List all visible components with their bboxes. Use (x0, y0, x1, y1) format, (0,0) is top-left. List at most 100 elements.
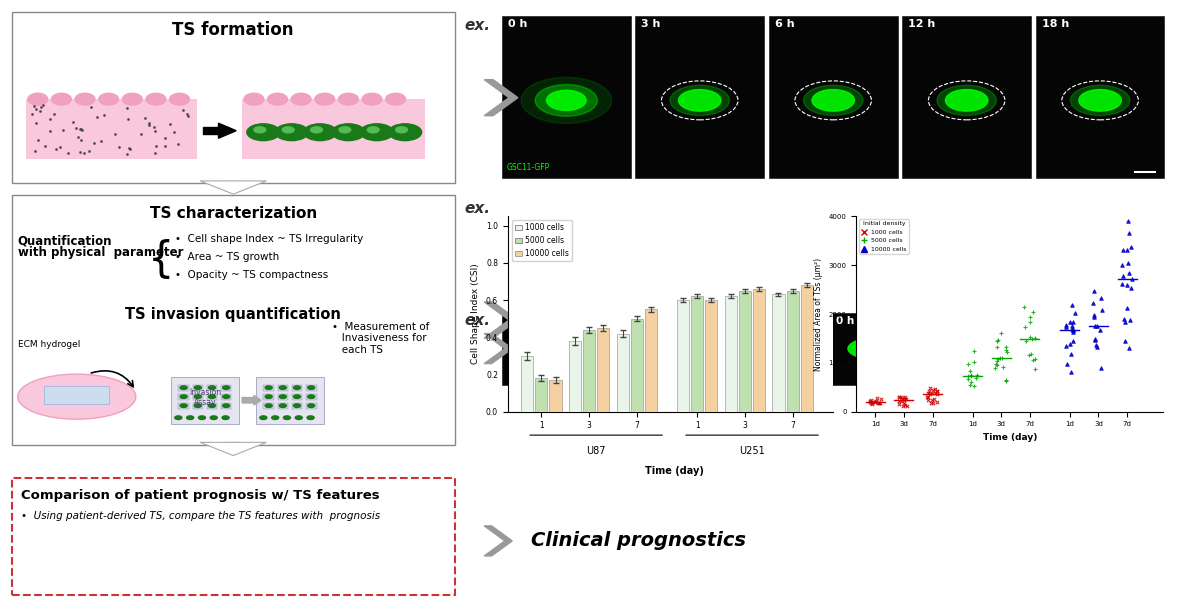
Text: •  Cell shape Index ~ TS Irregularity: • Cell shape Index ~ TS Irregularity (175, 234, 363, 245)
Point (1019, 350, 1038, 359)
Ellipse shape (243, 93, 265, 106)
Ellipse shape (169, 93, 190, 106)
Circle shape (266, 386, 273, 389)
Point (1062, 367, 1081, 377)
Point (997, 342, 1016, 352)
Polygon shape (201, 181, 266, 194)
Point (1064, 325, 1083, 335)
Bar (830, 313, 919, 385)
Point (895, 398, 914, 407)
Bar (12, 195, 455, 445)
Polygon shape (484, 334, 513, 364)
Circle shape (209, 395, 216, 398)
Text: {: { (148, 239, 174, 281)
Point (896, 392, 915, 402)
Point (988, 355, 1007, 364)
Bar (207, 385, 217, 391)
Bar (178, 394, 189, 400)
Circle shape (307, 395, 314, 398)
Bar (502, 313, 673, 385)
Ellipse shape (847, 337, 902, 360)
Text: 3 h: 3 h (641, 19, 660, 29)
Point (987, 343, 1006, 352)
Circle shape (180, 404, 188, 407)
Text: ECM hydrogel: ECM hydrogel (18, 340, 80, 349)
Circle shape (670, 85, 730, 115)
Bar (769, 16, 898, 178)
Bar (203, 127, 218, 134)
Point (1063, 300, 1082, 310)
Point (925, 384, 944, 394)
Ellipse shape (570, 360, 605, 367)
Point (1118, 216, 1137, 226)
Circle shape (260, 416, 267, 419)
Text: 48 h: 48 h (1020, 316, 1046, 326)
Circle shape (293, 386, 300, 389)
Ellipse shape (338, 93, 359, 106)
Point (866, 398, 885, 407)
Text: TS invasion quantification: TS invasion quantification (125, 307, 341, 322)
Ellipse shape (361, 93, 383, 106)
Ellipse shape (27, 93, 48, 106)
Bar (635, 16, 764, 178)
Ellipse shape (552, 325, 624, 332)
Text: TS characterization: TS characterization (150, 206, 317, 221)
Point (1092, 305, 1111, 314)
Point (1020, 318, 1039, 328)
Circle shape (209, 386, 216, 389)
Point (1063, 325, 1082, 334)
Circle shape (311, 127, 322, 133)
Circle shape (293, 404, 300, 407)
Point (1026, 334, 1045, 343)
Ellipse shape (696, 323, 770, 374)
Point (889, 400, 908, 409)
Point (924, 385, 942, 395)
Point (866, 397, 885, 407)
Point (889, 392, 908, 402)
Point (862, 397, 881, 407)
Point (1085, 334, 1104, 344)
Point (993, 362, 1012, 372)
Circle shape (946, 90, 987, 111)
Circle shape (293, 395, 300, 398)
Circle shape (275, 124, 308, 141)
Bar (306, 403, 317, 409)
Point (1122, 274, 1141, 284)
Circle shape (307, 386, 314, 389)
Text: Invasion
Assay: Invasion Assay (189, 388, 221, 407)
Text: U87: U87 (586, 446, 606, 456)
Circle shape (194, 395, 202, 398)
Circle shape (396, 127, 407, 133)
Point (987, 356, 1006, 365)
Text: top: top (726, 372, 739, 381)
Bar (787, 291, 798, 412)
Ellipse shape (573, 365, 602, 372)
Bar (306, 394, 317, 400)
Point (1088, 343, 1107, 352)
Point (922, 395, 941, 404)
Point (1115, 314, 1134, 323)
Text: Clinical prognostics: Clinical prognostics (531, 531, 746, 551)
Text: 200μm: 200μm (1078, 382, 1095, 387)
Circle shape (187, 416, 194, 419)
Point (1016, 336, 1035, 346)
Point (1057, 322, 1076, 332)
Point (919, 395, 938, 405)
Point (1117, 280, 1136, 290)
Point (1023, 334, 1042, 344)
Bar (292, 394, 302, 400)
Circle shape (521, 78, 612, 123)
Ellipse shape (555, 330, 620, 337)
Point (997, 345, 1016, 355)
Point (1087, 340, 1105, 350)
Circle shape (367, 127, 379, 133)
Bar (705, 300, 718, 412)
Ellipse shape (710, 334, 756, 363)
Point (919, 392, 938, 401)
Point (867, 394, 886, 403)
Bar (226, 442, 241, 445)
Point (921, 383, 940, 393)
Bar (1036, 16, 1164, 178)
Circle shape (813, 90, 854, 111)
Circle shape (254, 127, 266, 133)
